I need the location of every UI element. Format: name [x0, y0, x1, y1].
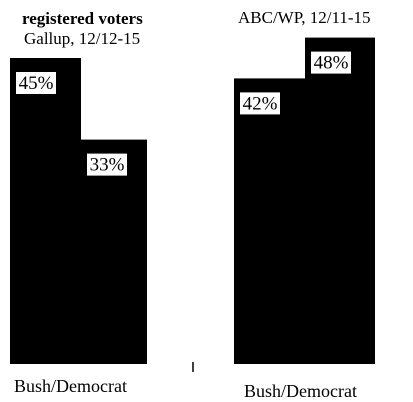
value-label-chart1-series1: 45%: [19, 73, 54, 94]
bar-chart2-series2: [305, 37, 375, 364]
value-label-box-chart1-series2: [87, 153, 127, 176]
value-label-box-chart2-series2: [311, 51, 351, 74]
bar-chart1-series2: [81, 139, 147, 364]
bar-chart1-series1: [10, 58, 81, 364]
bar-chart2-series1: [234, 78, 305, 365]
value-label-box-chart1-series1: [16, 72, 56, 94]
left-chart-title: registered voters: [22, 9, 143, 28]
value-label-chart2-series2: 48%: [314, 53, 349, 74]
value-label-chart2-series1: 42%: [243, 93, 278, 114]
bars-layer: 45% 33% 42% 48%: [10, 37, 375, 365]
left-chart-subtitle: Gallup, 12/12-15: [24, 29, 140, 48]
value-label-chart1-series2: 33%: [90, 155, 125, 176]
left-category-label: Bush/Democrat: [14, 376, 127, 396]
right-chart-title: ABC/WP, 12/11-15: [238, 8, 371, 27]
right-category-label: Bush/Democrat: [244, 381, 357, 401]
value-label-box-chart2-series1: [240, 92, 280, 115]
